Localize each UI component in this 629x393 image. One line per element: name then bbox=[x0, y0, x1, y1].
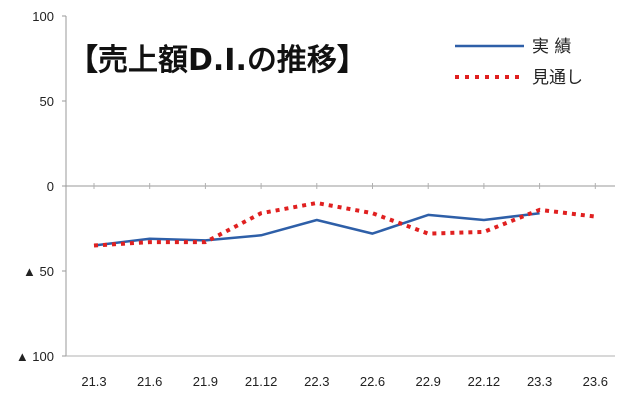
x-tick-label: 21.6 bbox=[137, 374, 162, 389]
x-tick-label: 22.12 bbox=[468, 374, 501, 389]
x-tick-label: 22.6 bbox=[360, 374, 385, 389]
chart-title: 【売上額D.I.の推移】 bbox=[68, 43, 367, 78]
x-tick-label: 22.9 bbox=[416, 374, 441, 389]
chart-title-group: 【売上額D.I.の推移】 bbox=[68, 43, 367, 78]
legend-label-1: 実 績 bbox=[532, 37, 571, 57]
axes bbox=[62, 15, 615, 357]
series-line-1 bbox=[93, 211, 540, 247]
x-tick-label: 23.3 bbox=[527, 374, 552, 389]
legend-label-2: 見通し bbox=[532, 68, 583, 88]
series-lines bbox=[93, 201, 596, 248]
tick-labels: 100 50 0 ▲ 50 ▲ 100 21.3 21.6 21.9 21.12 22.3 22.6… bbox=[16, 9, 608, 389]
y-tick-label: 50 bbox=[40, 94, 54, 109]
series-line-2 bbox=[93, 201, 596, 248]
y-tick-label: 100 bbox=[32, 9, 54, 24]
y-tick-label: ▲ 50 bbox=[23, 264, 54, 279]
x-tick-label: 21.3 bbox=[81, 374, 106, 389]
x-tick-label: 21.9 bbox=[193, 374, 218, 389]
y-tick-label: ▲ 100 bbox=[16, 349, 54, 364]
x-tick-label: 22.3 bbox=[304, 374, 329, 389]
x-tick-label: 23.6 bbox=[583, 374, 608, 389]
x-tick-label: 21.12 bbox=[245, 374, 278, 389]
y-tick-label: 0 bbox=[47, 179, 54, 194]
